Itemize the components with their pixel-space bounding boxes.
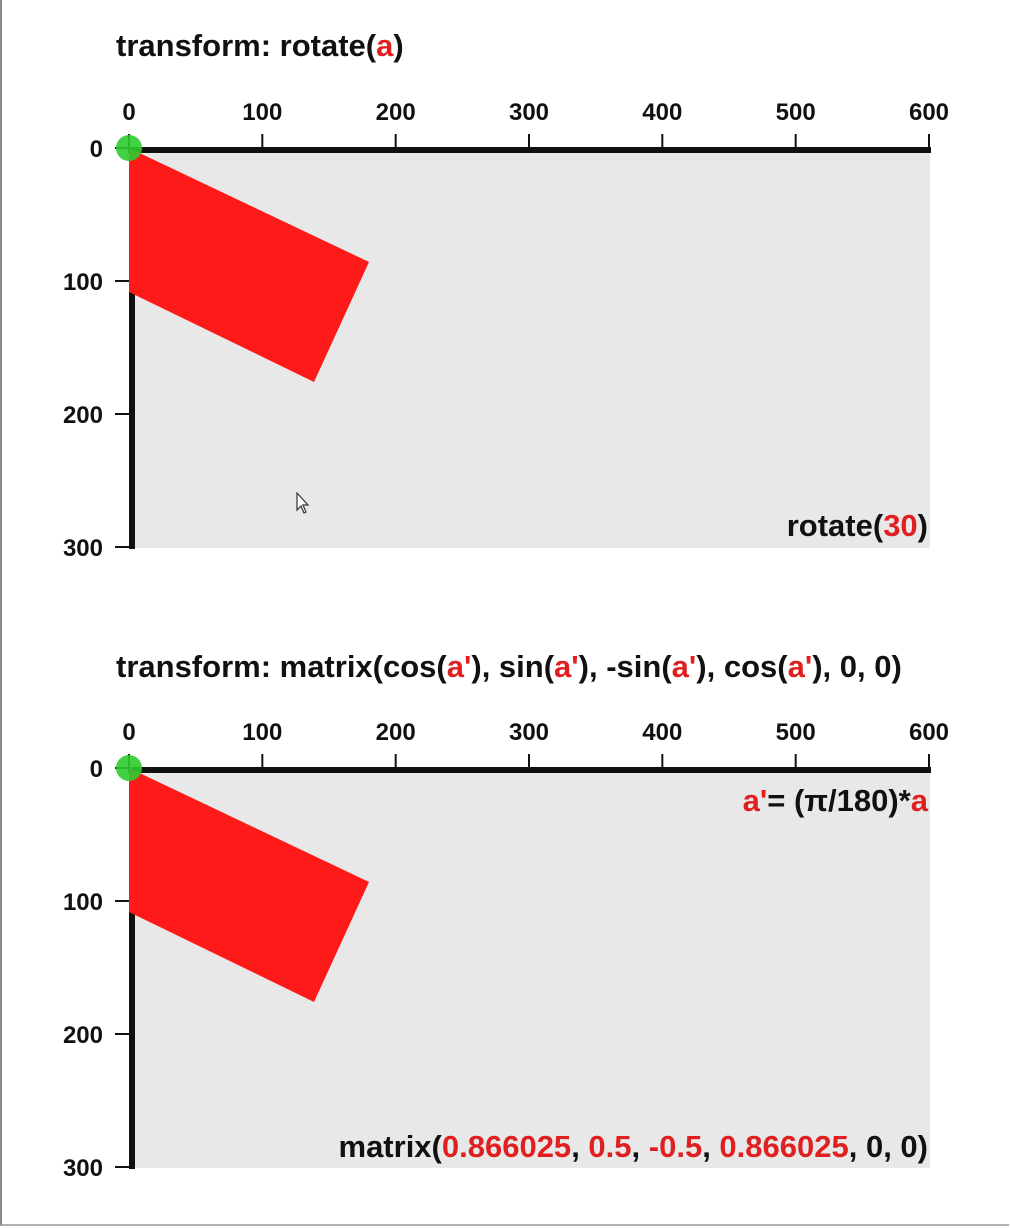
bottom-y-tick-label: 300 [63,1155,103,1182]
top-y-tick-label: 200 [63,402,103,429]
bottom-x-tick-label: 400 [642,719,682,746]
top-x-tick-label: 200 [376,99,416,126]
bottom-title: transform: matrix(cos(a'), sin(a'), -sin… [116,649,902,684]
top-origin-marker [116,135,142,161]
bottom-y-tick-label: 200 [63,1022,103,1049]
top-x-axis-ticks: 0 100 200 300 400 500 600 [122,99,949,148]
bottom-origin-marker [116,755,142,781]
top-x-tick-label: 500 [776,99,816,126]
top-y-tick-label: 300 [63,535,103,562]
top-x-tick-label: 0 [122,99,135,126]
bottom-y-axis-ticks: 0 100 200 300 [63,756,129,1182]
bottom-x-tick-label: 300 [509,719,549,746]
bottom-x-tick-label: 500 [776,719,816,746]
bottom-x-tick-label: 100 [242,719,282,746]
bottom-x-axis-ticks: 0 100 200 300 400 500 600 [122,719,949,768]
bottom-x-tick-label: 600 [909,719,949,746]
bottom-rotated-rectangle [129,768,369,1002]
bottom-y-tick-label: 100 [63,889,103,916]
top-y-tick-label: 0 [90,136,103,163]
top-y-axis-ticks: 0 100 200 300 [63,136,129,562]
top-caption: rotate(30) [787,508,928,543]
top-rotated-rectangle [129,148,369,382]
top-title: transform: rotate(a) [116,28,404,63]
bottom-y-tick-label: 0 [90,756,103,783]
top-x-tick-label: 400 [642,99,682,126]
top-x-tick-label: 100 [242,99,282,126]
top-x-tick-label: 600 [909,99,949,126]
top-y-tick-label: 100 [63,269,103,296]
mouse-pointer-icon [296,492,310,514]
bottom-x-tick-label: 200 [376,719,416,746]
bottom-panel: transform: matrix(cos(a'), sin(a'), -sin… [63,649,949,1182]
bottom-x-tick-label: 0 [122,719,135,746]
bottom-caption: matrix(0.866025, 0.5, -0.5, 0.866025, 0,… [339,1129,929,1164]
top-x-tick-label: 300 [509,99,549,126]
top-panel: transform: rotate(a) 0 100 200 300 400 500 600… [63,28,949,562]
angle-conversion-formula: a'= (π/180)*a [743,783,929,818]
